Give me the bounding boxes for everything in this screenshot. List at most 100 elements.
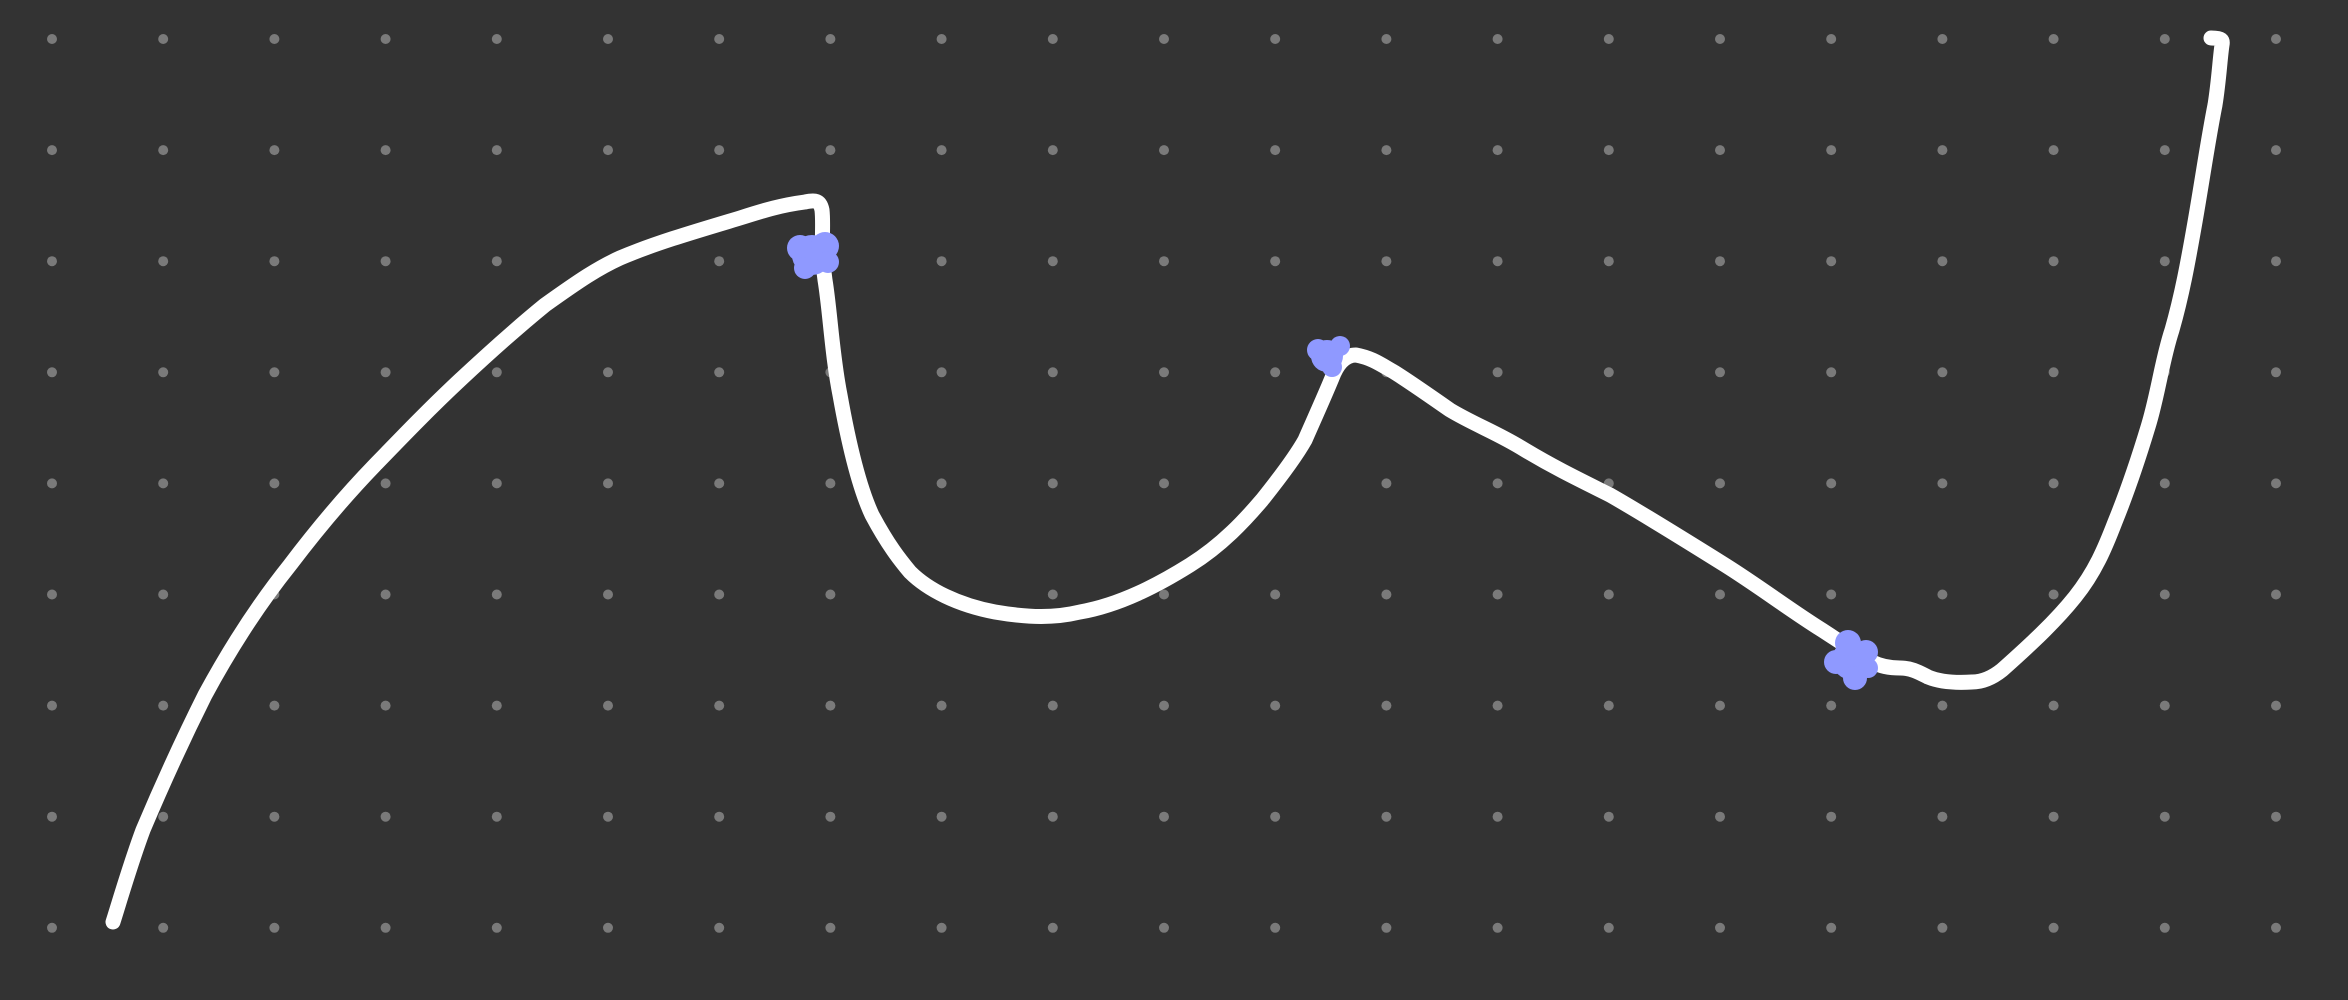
grid-dot bbox=[1715, 589, 1725, 600]
grid-dot bbox=[380, 700, 391, 711]
grid-dot bbox=[936, 811, 947, 822]
grid-dot bbox=[1381, 700, 1392, 711]
grid-dot bbox=[2271, 700, 2281, 711]
grid-dot bbox=[2271, 811, 2281, 822]
freehand-stroke[interactable] bbox=[105, 30, 2230, 930]
grid-dot bbox=[1603, 589, 1614, 600]
dot-grid bbox=[47, 34, 2281, 933]
grid-dot bbox=[1047, 367, 1058, 378]
grid-dot bbox=[158, 811, 169, 822]
grid-dot bbox=[1270, 700, 1281, 711]
grid-dot bbox=[1826, 478, 1837, 489]
grid-dot bbox=[2271, 34, 2281, 44]
grid-dot bbox=[158, 700, 169, 711]
marker-blob[interactable] bbox=[1307, 336, 1350, 377]
grid-dot bbox=[2048, 922, 2059, 933]
grid-dot bbox=[2159, 34, 2170, 44]
grid-dot bbox=[1047, 256, 1058, 267]
grid-dot bbox=[47, 811, 57, 822]
grid-dot bbox=[1381, 256, 1392, 267]
grid-dot bbox=[47, 700, 57, 711]
grid-dot bbox=[936, 700, 947, 711]
grid-dot bbox=[2271, 589, 2281, 600]
grid-dot bbox=[714, 922, 725, 933]
grid-dot bbox=[1381, 34, 1392, 44]
grid-dot bbox=[825, 922, 836, 933]
grid-dot bbox=[1715, 922, 1725, 933]
grid-dot bbox=[2271, 145, 2281, 156]
grid-dot bbox=[825, 478, 836, 489]
grid-dot bbox=[1492, 589, 1503, 600]
grid-dot bbox=[47, 145, 57, 156]
grid-dot bbox=[269, 256, 280, 267]
grid-dot bbox=[2271, 922, 2281, 933]
grid-dot bbox=[1270, 34, 1281, 44]
grid-dot bbox=[1270, 589, 1281, 600]
grid-dot bbox=[1159, 922, 1169, 933]
grid-dot bbox=[603, 478, 613, 489]
grid-dot bbox=[1492, 478, 1503, 489]
grid-dot bbox=[1159, 589, 1169, 600]
grid-dot bbox=[1603, 34, 1614, 44]
grid-dot bbox=[1937, 367, 1948, 378]
grid-dot bbox=[936, 922, 947, 933]
grid-dot bbox=[1826, 256, 1837, 267]
grid-dot bbox=[714, 367, 725, 378]
grid-dot bbox=[1270, 145, 1281, 156]
grid-dot bbox=[47, 478, 57, 489]
grid-dot bbox=[269, 34, 280, 44]
grid-dot bbox=[158, 34, 169, 44]
grid-dot bbox=[158, 478, 169, 489]
grid-dot bbox=[1937, 34, 1948, 44]
grid-dot bbox=[825, 34, 836, 44]
grid-dot bbox=[1047, 922, 1058, 933]
grid-dot bbox=[1937, 145, 1948, 156]
grid-dot bbox=[2048, 589, 2059, 600]
grid-dot bbox=[1937, 478, 1948, 489]
grid-dot bbox=[380, 367, 391, 378]
grid-dot bbox=[1381, 145, 1392, 156]
grid-dot bbox=[1715, 811, 1725, 822]
grid-dot bbox=[158, 367, 169, 378]
grid-dot bbox=[1159, 34, 1169, 44]
grid-dot bbox=[2048, 34, 2059, 44]
grid-dot bbox=[603, 145, 613, 156]
grid-dot bbox=[2159, 589, 2170, 600]
grid-dot bbox=[1492, 256, 1503, 267]
grid-dot bbox=[1715, 367, 1725, 378]
grid-dot bbox=[1603, 145, 1614, 156]
grid-dot bbox=[936, 478, 947, 489]
grid-dot bbox=[380, 589, 391, 600]
grid-dot bbox=[1270, 367, 1281, 378]
grid-dot bbox=[158, 922, 169, 933]
grid-dot bbox=[1826, 922, 1837, 933]
grid-dot bbox=[2159, 145, 2170, 156]
grid-dot bbox=[714, 478, 725, 489]
grid-dot bbox=[714, 589, 725, 600]
grid-dot bbox=[1159, 367, 1169, 378]
grid-dot bbox=[269, 478, 280, 489]
marker-blob[interactable] bbox=[787, 232, 839, 279]
grid-dot bbox=[936, 256, 947, 267]
grid-dot bbox=[1159, 700, 1169, 711]
grid-dot bbox=[158, 256, 169, 267]
grid-dot bbox=[1270, 256, 1281, 267]
grid-dot bbox=[825, 589, 836, 600]
grid-dot bbox=[1937, 922, 1948, 933]
grid-dot bbox=[491, 811, 502, 822]
grid-dot bbox=[714, 811, 725, 822]
grid-dot bbox=[1603, 922, 1614, 933]
grid-dot bbox=[1047, 34, 1058, 44]
grid-dot bbox=[269, 145, 280, 156]
grid-dot bbox=[269, 922, 280, 933]
grid-dot bbox=[1937, 256, 1948, 267]
grid-dot bbox=[2159, 811, 2170, 822]
grid-dot bbox=[491, 478, 502, 489]
grid-dot bbox=[47, 256, 57, 267]
marker-blob[interactable] bbox=[1824, 630, 1878, 690]
grid-dot bbox=[2271, 367, 2281, 378]
grid-dot bbox=[1492, 367, 1503, 378]
grid-dot bbox=[714, 256, 725, 267]
